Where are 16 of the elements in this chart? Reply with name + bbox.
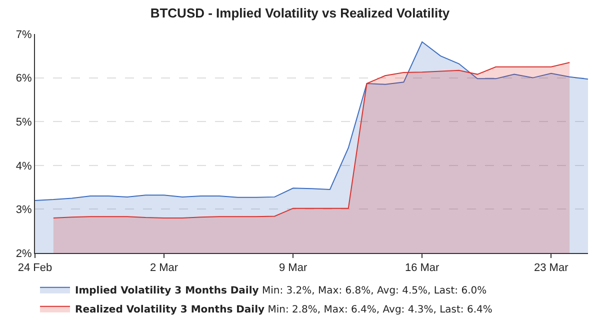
x-tick-label: 24 Feb	[18, 262, 52, 274]
legend-label: Implied Volatility 3 Months Daily	[75, 285, 260, 296]
y-tick-label: 4%	[16, 160, 32, 172]
legend-label: Realized Volatility 3 Months Daily	[75, 304, 266, 316]
x-tick-label: 16 Mar	[404, 262, 440, 274]
y-tick-label: 7%	[16, 28, 32, 41]
text: Min: 2.8%, Max: 6.4%, Avg: 4.3%, Last: 6.4%	[268, 304, 492, 316]
x-tick-label: 23 Mar	[534, 262, 569, 274]
text: Min: 3.2%, Max: 6.8%, Avg: 4.5%, Last: 6.0%	[262, 285, 487, 296]
y-tick-label: 2%	[16, 248, 32, 260]
x-tick-label: 2 Mar	[150, 262, 178, 274]
y-tick-label: 3%	[16, 204, 32, 216]
x-tick-label: 9 Mar	[279, 262, 308, 274]
chart-title: BTCUSD - Implied Volatility vs Realized Volatility	[150, 5, 450, 20]
y-tick-label: 5%	[16, 116, 32, 128]
y-tick-label: 6%	[16, 72, 32, 85]
